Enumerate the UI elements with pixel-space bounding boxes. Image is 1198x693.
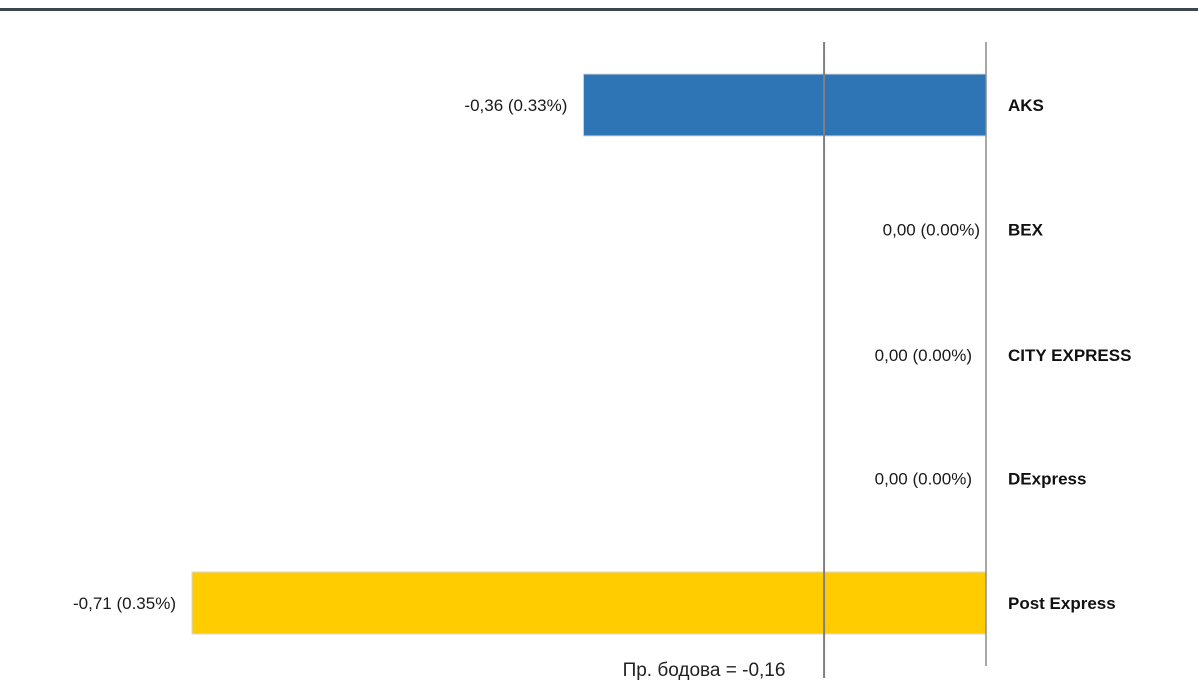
category-label: AKS [1008, 96, 1044, 115]
bar-aks [582, 73, 987, 137]
bars-layer [191, 73, 987, 635]
category-label: CITY EXPRESS [1008, 346, 1131, 365]
category-label: Post Express [1008, 594, 1116, 613]
category-label: DExpress [1008, 470, 1086, 489]
value-label: -0,36 (0.33%) [464, 96, 567, 115]
average-label: Пр. бодова = -0,16 [623, 660, 786, 681]
axis-layer: Пр. бодова = -0,16 [623, 42, 987, 681]
labels-layer: -0,36 (0.33%) AKS 0,00 (0.00%) BEX 0,00 (0.0… [73, 96, 1131, 613]
top-rule [0, 8, 1198, 11]
value-label: 0,00 (0.00%) [875, 470, 972, 489]
value-label: 0,00 (0.00%) [883, 221, 980, 240]
value-label: 0,00 (0.00%) [875, 346, 972, 365]
value-label: -0,71 (0.35%) [73, 594, 176, 613]
category-label: BEX [1008, 221, 1044, 240]
bar-post-express [191, 571, 987, 635]
